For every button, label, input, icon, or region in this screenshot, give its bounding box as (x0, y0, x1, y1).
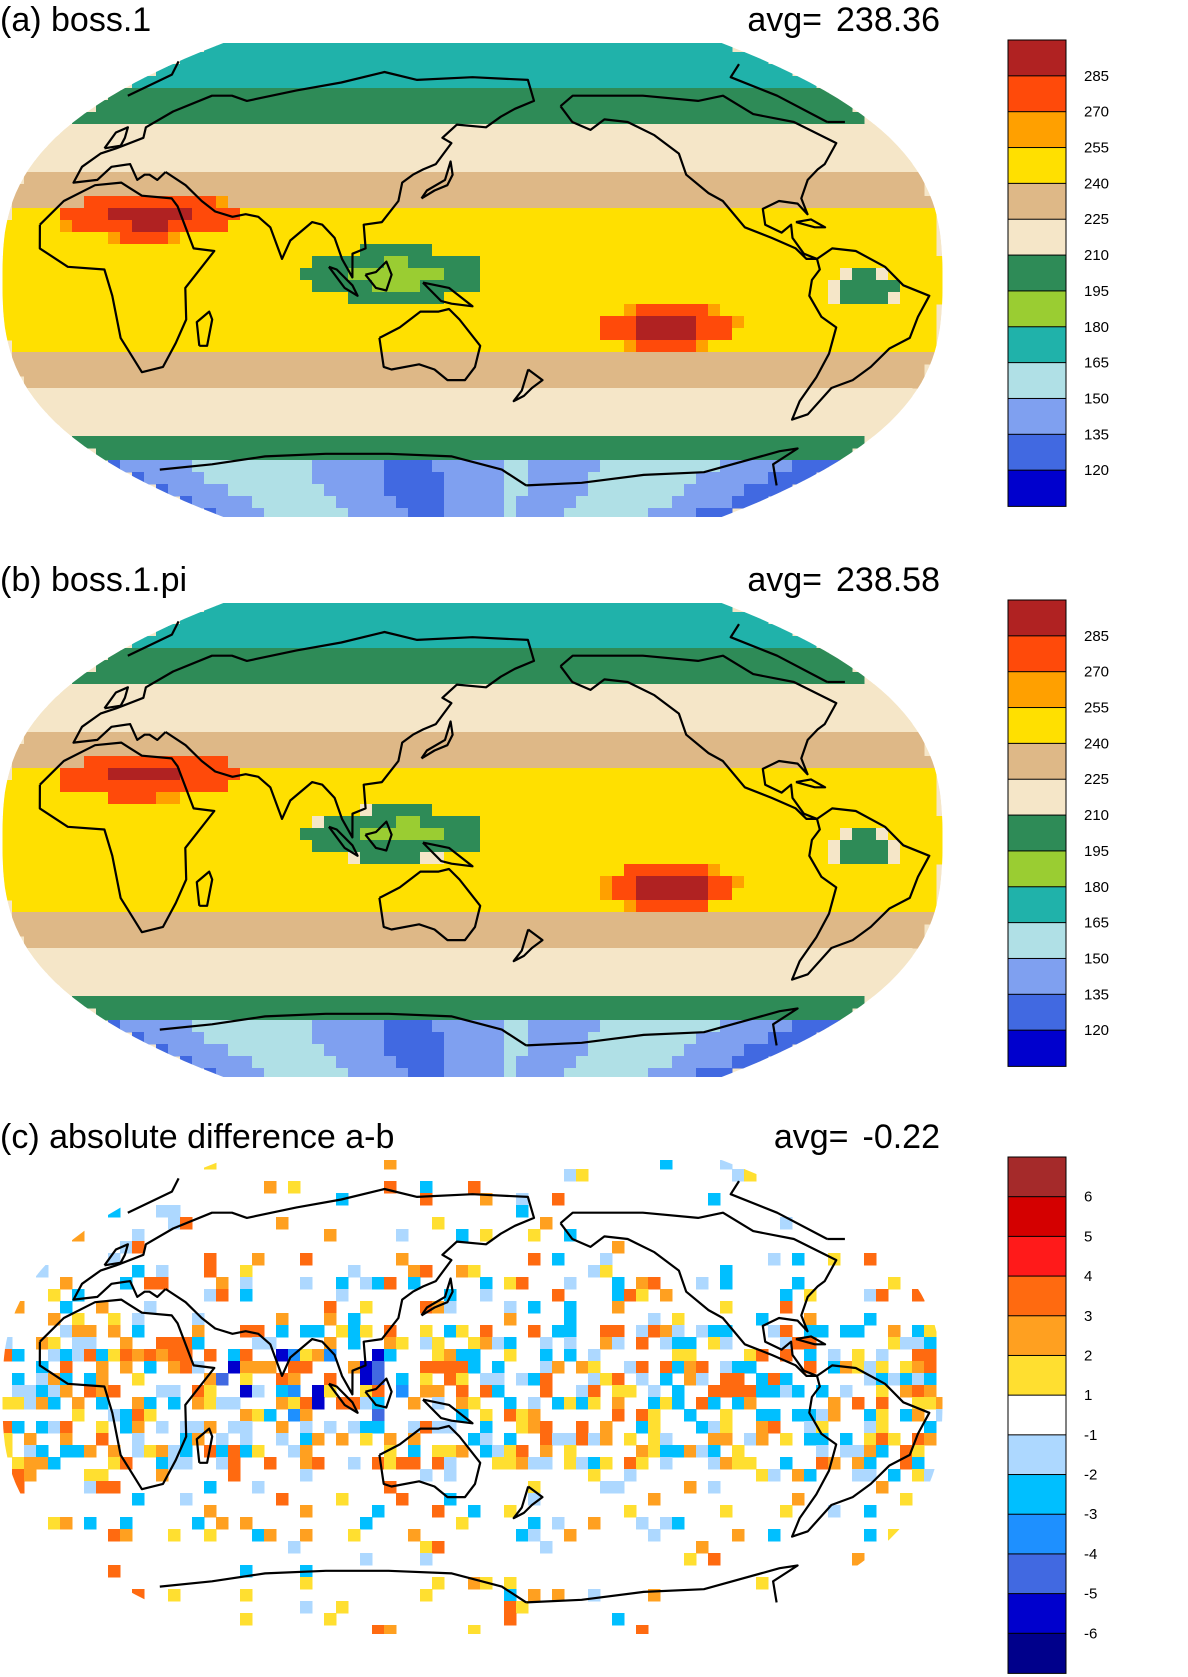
colorbar-box (1007, 1474, 1067, 1516)
coastlines (38, 60, 931, 487)
colorbar-box (1007, 1632, 1067, 1674)
colorbar: 6 5 4 3 2 1 -1 -2 -3 -4 -5 -6 (1007, 1156, 1097, 1674)
colorbar-box (1007, 1394, 1067, 1436)
colorbar-label: 285 (1084, 628, 1109, 645)
colorbar-label: 3 (1084, 1308, 1092, 1325)
colorbar-label: 240 (1084, 735, 1109, 752)
colorbar-box (1007, 182, 1067, 221)
colorbar-label: 6 (1084, 1189, 1092, 1206)
colorbar-label: 195 (1084, 843, 1109, 860)
colorbar-box (1007, 850, 1067, 888)
colorbar-label: 225 (1084, 211, 1109, 228)
colorbar: 285 270 255 240 225 210 195 180 165 150 135 120 (1007, 599, 1109, 1067)
colorbar-box (1007, 469, 1067, 507)
colorbar-label: 285 (1084, 68, 1109, 85)
colorbar-label: 5 (1084, 1228, 1092, 1245)
colorbar-label: 150 (1084, 390, 1109, 407)
colorbar-box (1007, 111, 1067, 149)
panel-title: (a) boss.1 (0, 1, 152, 39)
colorbar-label: 2 (1084, 1347, 1092, 1364)
colorbar-label: -3 (1084, 1506, 1097, 1523)
colorbar-box (1007, 671, 1067, 709)
panel-title: (c) absolute difference a-b (0, 1118, 395, 1156)
colorbar-box (1007, 326, 1067, 364)
colorbar-box (1007, 814, 1067, 852)
avg-value: 238.58 (836, 561, 940, 599)
colorbar-box (1007, 922, 1067, 960)
colorbar-label: 255 (1084, 700, 1109, 717)
colorbar-label: 165 (1084, 915, 1109, 932)
colorbar-box (1007, 254, 1067, 292)
colorbar-label: 270 (1084, 104, 1109, 121)
data-field (2, 1160, 943, 1634)
world-map (2, 43, 943, 517)
colorbar-box (1007, 778, 1067, 816)
colorbar-label: 1 (1084, 1387, 1092, 1404)
colorbar-box (1007, 635, 1067, 673)
colorbar-box (1007, 1275, 1067, 1317)
world-map (2, 603, 943, 1077)
colorbar-box (1007, 1513, 1067, 1555)
colorbar-box (1007, 1593, 1067, 1635)
colorbar-label: 255 (1084, 140, 1109, 157)
panel-title: (b) boss.1.pi (0, 561, 188, 599)
panel-average: avg= -0.22 (774, 1117, 940, 1157)
colorbar-box (1007, 1315, 1067, 1357)
avg-label: avg= (747, 1, 822, 39)
avg-value: 238.36 (836, 1, 940, 39)
coastlines (38, 1177, 931, 1604)
colorbar-box (1007, 39, 1067, 77)
colorbar-box (1007, 362, 1067, 400)
colorbar-box (1007, 993, 1067, 1032)
colorbar-label: 180 (1084, 879, 1109, 896)
colorbar-label: 210 (1084, 807, 1109, 824)
avg-label: avg= (773, 1118, 849, 1156)
colorbar-box (1007, 1156, 1067, 1198)
colorbar-box (1007, 1434, 1067, 1476)
colorbar-box (1007, 1354, 1067, 1397)
colorbar-box (1007, 707, 1067, 745)
colorbar-box (1007, 1553, 1067, 1595)
colorbar-label: 120 (1084, 462, 1109, 479)
colorbar-label: 135 (1084, 986, 1109, 1003)
colorbar-box (1007, 75, 1067, 113)
colorbar-box (1007, 218, 1067, 256)
colorbar-box (1007, 742, 1067, 781)
colorbar-label: -6 (1084, 1625, 1097, 1642)
colorbar-label: 270 (1084, 664, 1109, 681)
colorbar-label: 210 (1084, 247, 1109, 264)
colorbar-box (1007, 1029, 1067, 1067)
colorbar-label: 120 (1084, 1022, 1109, 1039)
colorbar-box (1007, 147, 1067, 185)
colorbar-label: 240 (1084, 175, 1109, 192)
colorbar: 285 270 255 240 225 210 195 180 165 150 135 120 (1007, 39, 1109, 507)
colorbar-box (1007, 290, 1067, 328)
colorbar-label: -2 (1084, 1467, 1097, 1484)
colorbar-label: 195 (1084, 283, 1109, 300)
colorbar-box (1007, 433, 1067, 472)
colorbar-label: 225 (1084, 771, 1109, 788)
avg-value: -0.22 (862, 1118, 941, 1156)
avg-label: avg= (747, 561, 822, 599)
colorbar-box (1007, 1235, 1067, 1277)
colorbar-label: -1 (1084, 1427, 1097, 1444)
colorbar-box (1007, 1196, 1067, 1238)
colorbar-box (1007, 397, 1067, 436)
colorbar-box (1007, 599, 1067, 637)
colorbar-label: -5 (1084, 1586, 1097, 1603)
colorbar-box (1007, 886, 1067, 924)
colorbar-box (1007, 957, 1067, 996)
colorbar-label: 4 (1084, 1268, 1092, 1285)
colorbar-label: -4 (1084, 1546, 1097, 1563)
coastlines (38, 620, 931, 1047)
data-field (2, 603, 943, 1077)
colorbar-label: 135 (1084, 426, 1109, 443)
colorbar-label: 165 (1084, 355, 1109, 372)
data-field (2, 43, 943, 517)
world-map (2, 1160, 943, 1634)
panel-average: avg= 238.36 (747, 0, 940, 40)
panel-average: avg= 238.58 (747, 560, 940, 600)
colorbar-label: 150 (1084, 950, 1109, 967)
colorbar-label: 180 (1084, 319, 1109, 336)
